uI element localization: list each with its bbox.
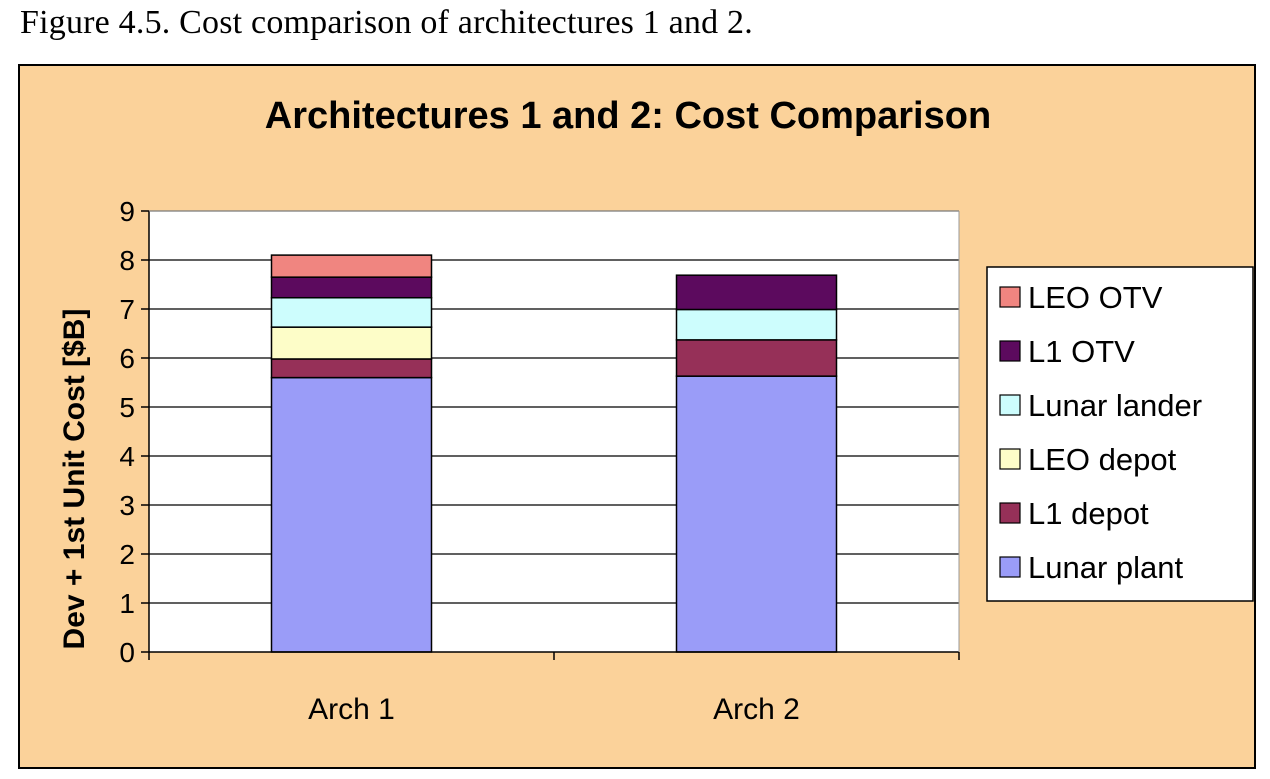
legend-label: Lunar plant [1028,550,1184,585]
cost-comparison-chart: Architectures 1 and 2: Cost Comparison D… [58,95,1254,726]
bar-segment-lunar-lander [270,296,433,328]
x-tick-label: Arch 1 [308,693,395,726]
figure-caption: Figure 4.5. Cost comparison of architect… [20,4,753,41]
bar-segment-l1-otv [270,276,433,299]
bar-segment-lunar-lander [675,308,838,341]
legend-swatch [999,394,1021,416]
y-tick-label: 9 [119,196,135,227]
bars [270,254,838,653]
chart-title: Architectures 1 and 2: Cost Comparison [265,95,991,137]
y-axis-label: Dev + 1st Unit Cost [$B] [58,309,91,650]
legend-label: LEO OTV [1028,280,1163,315]
y-tick-label: 5 [119,392,135,423]
bar-segment-l1-depot [675,339,838,377]
legend-label: LEO depot [1028,442,1177,477]
y-tick-label: 0 [119,637,135,668]
axes: 0 1 2 3 4 5 6 7 8 9 Arch 1 Arch 2 [119,196,960,726]
legend-label: L1 depot [1028,496,1149,531]
chart-frame: Architectures 1 and 2: Cost Comparison D… [18,64,1256,769]
x-tick-label: Arch 2 [713,693,800,726]
legend: LEO OTV L1 OTV Lunar lander LEO depot L1 dep… [986,266,1254,602]
legend-label: L1 OTV [1028,334,1135,369]
legend-label: Lunar lander [1028,388,1202,423]
legend-box [986,266,1254,602]
legend-swatch [999,448,1021,470]
y-tick-label: 8 [119,245,135,276]
legend-swatch [999,556,1021,578]
bar-segment-leo-depot [270,326,433,360]
y-tick-label: 7 [119,294,135,325]
y-tick-label: 6 [119,343,135,374]
legend-swatch [999,502,1021,524]
y-tick-label: 2 [119,539,135,570]
bar-segment-lunar-plant [270,376,433,653]
y-tick-label: 4 [119,441,135,472]
bar-segment-lunar-plant [675,375,838,653]
bar-segment-l1-otv [675,274,838,311]
legend-swatch [999,286,1021,308]
plot-area [149,211,959,652]
bar-segment-l1-depot [270,358,433,379]
y-tick-label: 3 [119,490,135,521]
bar-segment-leo-otv [270,254,433,278]
y-tick-label: 1 [119,588,135,619]
legend-swatch [999,340,1021,362]
